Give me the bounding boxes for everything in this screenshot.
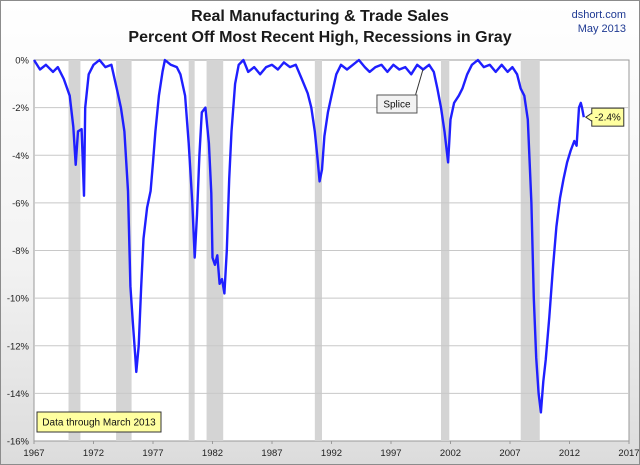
y-axis-ticks: 0% -2% -4% -6% -8% -10% -12% -14% -16% [7,56,30,448]
series-line [32,58,585,414]
last-value-label: -2.4% [595,113,621,124]
publication-date: May 2013 [577,23,626,35]
x-tick-label: 2002 [440,448,461,459]
x-tick-label: 1982 [202,448,223,459]
data-note-box [36,411,162,433]
y-tick-label: -8% [12,246,29,257]
splice-label-box [376,94,418,114]
series-line-group [32,58,585,414]
y-tick-label: -2% [12,103,29,114]
source-credit: dshort.com [571,9,626,21]
y-tick-label: -16% [7,437,30,448]
x-axis-ticks: 1967 1972 1977 1982 1987 1992 1997 2002 2007 2012… [23,441,640,459]
y-tick-label: -10% [7,294,30,305]
x-tick-label: 1997 [380,448,401,459]
data-note-label: Data through March 2013 [42,418,156,429]
x-tick-label: 1972 [83,448,104,459]
splice-pointer [414,69,424,98]
y-tick-label: -6% [12,198,29,209]
chart-subtitle: Percent Off Most Recent High, Recessions… [128,29,512,46]
x-tick-label: 2017 [618,448,639,459]
gridlines [34,107,629,394]
splice-label: Splice [383,100,411,111]
x-tick-label: 1967 [23,448,44,459]
x-tick-label: 1987 [261,448,282,459]
x-tick-label: 2007 [499,448,520,459]
annotations: Splice -2.4% Data through March 2013 [36,69,625,433]
y-tick-label: -14% [7,389,30,400]
x-tick-label: 1992 [321,448,342,459]
chart-title: Real Manufacturing & Trade Sales [191,8,449,25]
x-tick-label: 1977 [142,448,163,459]
x-tick-label: 2012 [559,448,580,459]
y-tick-label: -4% [12,151,29,162]
y-tick-label: -12% [7,341,30,352]
y-tick-label: 0% [15,56,29,67]
